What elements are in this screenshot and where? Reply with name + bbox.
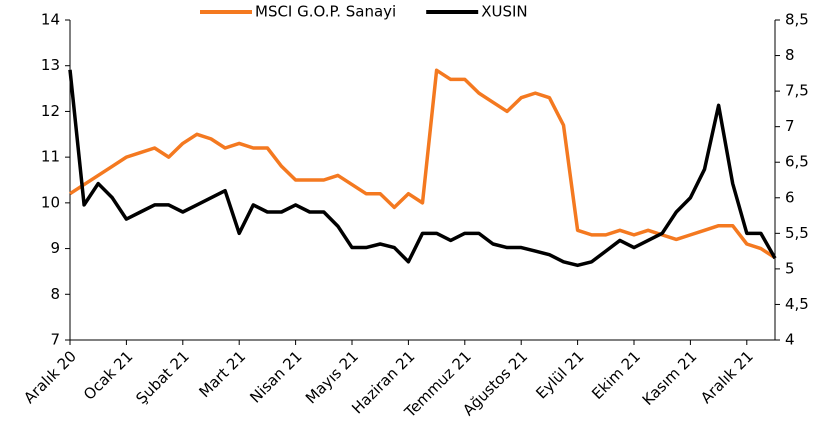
y-tick-label: 11: [41, 148, 60, 166]
y2-tick-label: 8,5: [785, 11, 809, 29]
y-tick-label: 14: [41, 11, 60, 29]
x-tick-label: Ocak 21: [80, 347, 136, 403]
x-tick-label: Eylül 21: [532, 347, 587, 402]
y2-tick-label: 4,5: [785, 295, 809, 313]
y-tick-label: 10: [41, 193, 60, 211]
y2-tick-label: 8: [785, 46, 795, 64]
x-tick-label: Şubat 21: [132, 347, 192, 407]
y2-tick-label: 5,5: [785, 224, 809, 242]
y-tick-label: 8: [50, 285, 60, 303]
y2-tick-label: 5: [785, 259, 795, 277]
x-tick-label: Kasım 21: [639, 347, 701, 409]
y2-tick-label: 6,5: [785, 153, 809, 171]
y-tick-label: 13: [41, 56, 60, 74]
series-line: [69, 68, 776, 260]
y-tick-label: 7: [50, 331, 60, 349]
legend-label: XUSIN: [481, 3, 527, 21]
series-line: [68, 69, 777, 268]
x-tick-label: Mayıs 21: [302, 347, 362, 407]
x-tick-label: Mart 21: [195, 347, 249, 401]
y-tick-label: 9: [50, 239, 60, 257]
x-tick-label: Aralık 20: [20, 347, 80, 407]
y-tick-label: 12: [41, 102, 60, 120]
y2-tick-label: 4: [785, 331, 795, 349]
y2-tick-label: 7,5: [785, 82, 809, 100]
x-tick-label: Nisan 21: [246, 347, 305, 406]
y2-tick-label: 6: [785, 188, 795, 206]
legend-label: MSCI G.O.P. Sanayi: [255, 3, 396, 21]
x-tick-label: Aralık 21: [697, 347, 757, 407]
x-tick-label: Ekim 21: [588, 347, 644, 403]
y2-tick-label: 7: [785, 117, 795, 135]
